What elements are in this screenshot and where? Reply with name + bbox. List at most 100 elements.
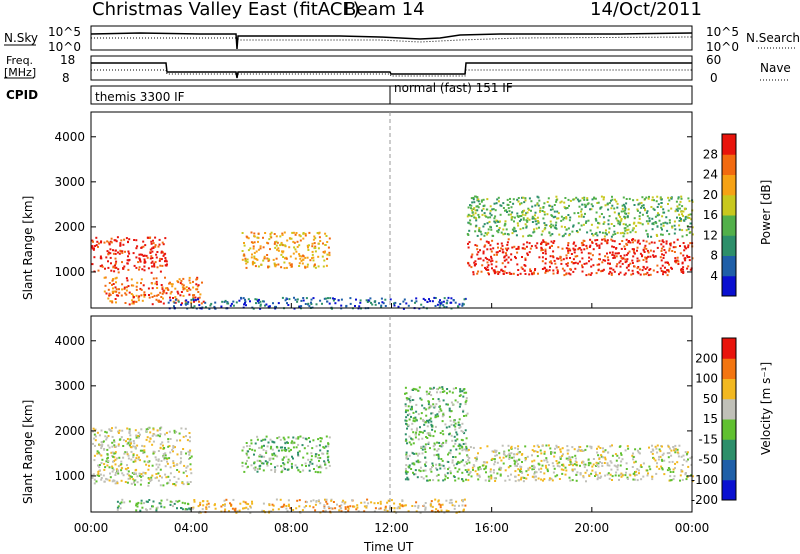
heatmap-cell bbox=[611, 239, 614, 242]
heatmap-cell bbox=[427, 419, 430, 422]
heatmap-cell bbox=[95, 244, 98, 247]
heatmap-cell bbox=[194, 298, 197, 301]
heatmap-cell bbox=[480, 199, 483, 202]
heatmap-cell bbox=[112, 455, 115, 458]
heatmap-cell bbox=[456, 401, 459, 404]
heatmap-cell bbox=[161, 264, 164, 267]
heatmap-cell bbox=[102, 440, 105, 443]
heatmap-cell bbox=[559, 450, 562, 453]
heatmap-cell bbox=[689, 213, 692, 216]
heatmap-cell bbox=[629, 241, 632, 244]
heatmap-cell bbox=[275, 240, 278, 243]
heatmap-cell bbox=[540, 233, 543, 236]
heatmap-cell bbox=[150, 292, 153, 295]
heatmap-cell bbox=[169, 451, 172, 454]
heatmap-cell bbox=[157, 479, 160, 482]
heatmap-cell bbox=[681, 229, 684, 232]
heatmap-cell bbox=[112, 278, 115, 280]
heatmap-cell bbox=[557, 217, 560, 220]
heatmap-cell bbox=[457, 305, 460, 308]
heatmap-cell bbox=[269, 233, 272, 235]
heatmap-cell bbox=[145, 430, 148, 433]
heatmap-cell bbox=[255, 258, 258, 260]
heatmap-cell bbox=[429, 387, 432, 390]
heatmap-cell bbox=[574, 457, 577, 460]
heatmap-cell bbox=[686, 452, 689, 455]
heatmap-cell bbox=[619, 232, 622, 235]
heatmap-cell bbox=[606, 256, 609, 259]
heatmap-cell bbox=[471, 466, 474, 469]
power-colorbar-title: Power [dB] bbox=[759, 180, 773, 245]
heatmap-cell bbox=[164, 276, 166, 279]
heatmap-cell bbox=[506, 249, 508, 252]
heatmap-cell bbox=[169, 296, 171, 299]
heatmap-cell bbox=[134, 429, 137, 432]
heatmap-cell bbox=[115, 468, 118, 471]
heatmap-cell bbox=[256, 470, 259, 473]
heatmap-cell bbox=[107, 266, 110, 269]
heatmap-cell bbox=[274, 241, 277, 244]
heatmap-cell bbox=[424, 456, 427, 459]
heatmap-cell bbox=[111, 480, 114, 483]
heatmap-cell bbox=[189, 508, 192, 511]
heatmap-cell bbox=[138, 472, 141, 475]
heatmap-cell bbox=[526, 253, 529, 256]
heatmap-cell bbox=[664, 221, 667, 224]
heatmap-cell bbox=[114, 474, 117, 476]
heatmap-cell bbox=[449, 452, 452, 455]
heatmap-cell bbox=[260, 439, 263, 442]
heatmap-cell bbox=[428, 434, 431, 436]
heatmap-cell bbox=[220, 305, 223, 308]
heatmap-cell bbox=[516, 198, 519, 201]
heatmap-cell bbox=[620, 256, 623, 259]
heatmap-cell bbox=[267, 441, 270, 444]
heatmap-cell bbox=[327, 442, 330, 445]
heatmap-cell bbox=[672, 471, 675, 473]
heatmap-cell bbox=[513, 216, 516, 219]
heatmap-cell bbox=[458, 504, 460, 507]
heatmap-cell bbox=[663, 473, 666, 476]
heatmap-cell bbox=[197, 291, 200, 293]
heatmap-cell bbox=[319, 457, 322, 459]
heatmap-cell bbox=[176, 439, 178, 442]
heatmap-cell bbox=[132, 445, 135, 448]
heatmap-cell bbox=[140, 502, 143, 505]
heatmap-cell bbox=[639, 252, 642, 255]
heatmap-cell bbox=[642, 475, 645, 478]
heatmap-cell bbox=[328, 507, 331, 510]
heatmap-cell bbox=[151, 505, 154, 508]
heatmap-cell bbox=[167, 440, 170, 443]
heatmap-cell bbox=[590, 258, 593, 261]
heatmap-cell bbox=[461, 478, 464, 481]
heatmap-cell bbox=[159, 257, 162, 260]
heatmap-cell bbox=[524, 257, 527, 260]
heatmap-cell bbox=[138, 257, 141, 260]
heatmap-cell bbox=[441, 415, 444, 418]
x-tick-label: 00:00 bbox=[74, 521, 109, 535]
heatmap-cell bbox=[143, 260, 146, 263]
heatmap-cell bbox=[137, 435, 140, 437]
heatmap-cell bbox=[650, 241, 653, 244]
heatmap-cell bbox=[643, 198, 646, 201]
heatmap-cell bbox=[516, 273, 519, 276]
heatmap-cell bbox=[251, 502, 254, 505]
heatmap-cell bbox=[594, 233, 597, 235]
heatmap-cell bbox=[433, 296, 436, 299]
heatmap-cell bbox=[626, 445, 629, 448]
heatmap-cell bbox=[449, 301, 452, 304]
heatmap-cell bbox=[564, 207, 567, 210]
heatmap-cell bbox=[107, 241, 110, 244]
heatmap-cell bbox=[433, 454, 436, 457]
heatmap-cell bbox=[322, 242, 324, 245]
heatmap-cell bbox=[148, 294, 150, 296]
heatmap-cell bbox=[104, 435, 107, 438]
heatmap-cell bbox=[100, 478, 103, 481]
heatmap-cell bbox=[122, 474, 125, 477]
heatmap-cell bbox=[679, 217, 681, 219]
heatmap-cell bbox=[445, 426, 448, 429]
heatmap-cell bbox=[531, 465, 534, 468]
heatmap-cell bbox=[264, 304, 266, 307]
heatmap-cell bbox=[537, 221, 540, 224]
heatmap-cell bbox=[449, 470, 452, 473]
heatmap-cell bbox=[528, 234, 531, 237]
